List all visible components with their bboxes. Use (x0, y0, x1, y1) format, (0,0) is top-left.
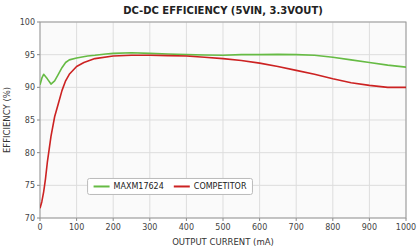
x-tick-label: 100 (69, 223, 84, 232)
legend-box (88, 178, 253, 194)
y-tick-label: 70 (25, 214, 35, 223)
grid-line-y (40, 120, 406, 121)
plot-frame (40, 22, 406, 218)
legend-swatch (94, 185, 110, 187)
grid-line-y (40, 152, 406, 153)
legend: MAXM17624 COMPETITOR (88, 178, 253, 194)
x-tick-label: 500 (215, 223, 230, 232)
y-tick-label: 85 (25, 116, 35, 125)
series-line (40, 53, 406, 85)
title: DC-DC EFFICIENCY (5VIN, 3.3VOUT) (123, 5, 323, 16)
x-tick-label: 1000 (396, 223, 416, 232)
y-tick-label: 95 (25, 51, 35, 60)
x-tick-label: 900 (362, 223, 377, 232)
y-tick-label: 100 (20, 18, 35, 27)
legend-label: COMPETITOR (194, 182, 247, 191)
legend-swatch (174, 185, 190, 187)
x-tick-label: 400 (179, 223, 194, 232)
chart: 0 100 200 300 400 500 600 700 800 900 1000 70 75 80 85… (0, 0, 418, 250)
x-tick-label: 600 (252, 223, 267, 232)
axes: 0 100 200 300 400 500 600 700 800 900 1000 70 75 80 85… (20, 18, 416, 232)
x-tick-label: 300 (142, 223, 157, 232)
x-tick-label: 800 (325, 223, 340, 232)
x-tick-label: 700 (289, 223, 304, 232)
legend-label: MAXM17624 (114, 182, 164, 191)
series-lines (40, 53, 406, 208)
y-tick-label: 90 (25, 83, 35, 92)
y-axis-label: EFFICIENCY (%) (2, 87, 12, 153)
plot-area (40, 22, 406, 218)
x-tick-label: 0 (37, 223, 42, 232)
grid (40, 22, 406, 218)
y-tick-label: 75 (25, 181, 35, 190)
x-axis-label: OUTPUT CURRENT (mA) (172, 237, 274, 247)
x-tick-label: 200 (106, 223, 121, 232)
y-tick-label: 80 (25, 149, 35, 158)
grid-line-y (40, 87, 406, 88)
series-line (40, 55, 406, 208)
